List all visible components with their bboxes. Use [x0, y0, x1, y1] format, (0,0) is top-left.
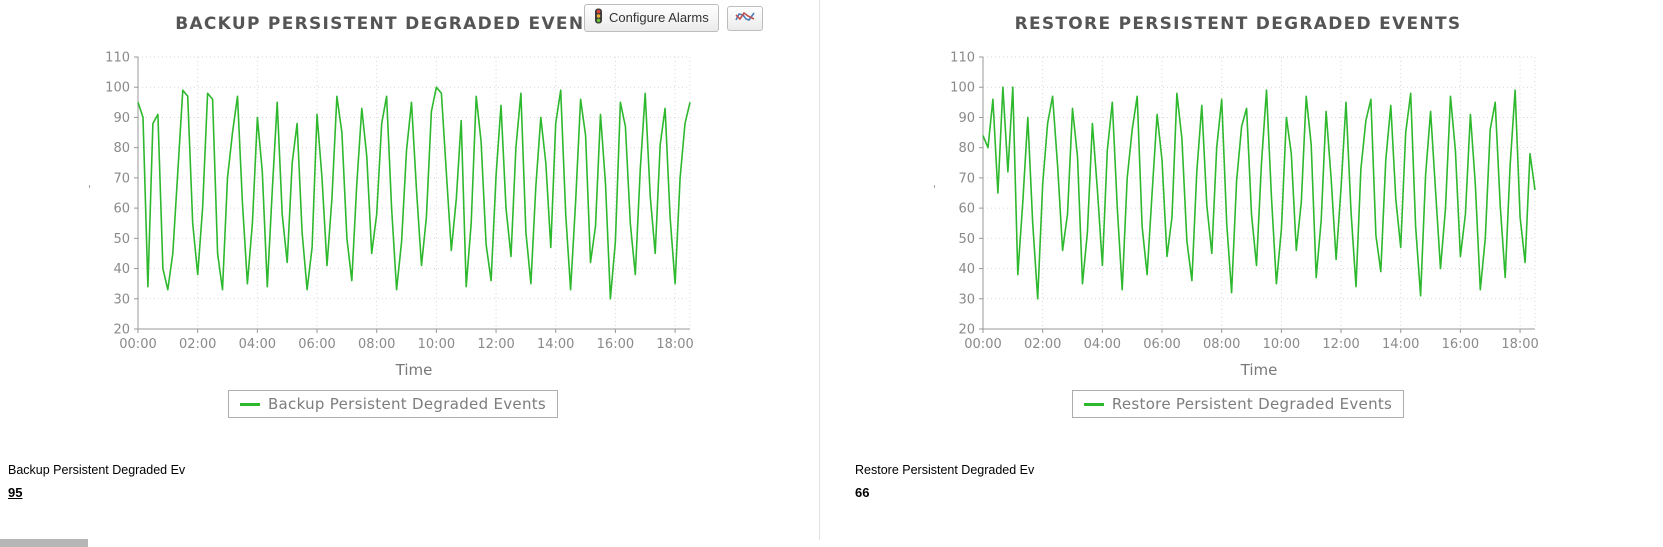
backup-legend-label: Backup Persistent Degraded Events — [267, 395, 547, 413]
backup-footer-label: Backup Persistent Degraded Ev — [8, 463, 186, 477]
svg-text:60: 60 — [113, 202, 130, 217]
svg-text:16:00: 16:00 — [1442, 337, 1479, 352]
svg-text:': ' — [933, 183, 936, 196]
svg-text:60: 60 — [958, 202, 975, 217]
line-chart-icon — [735, 10, 755, 27]
svg-text:100: 100 — [950, 81, 975, 96]
svg-text:50: 50 — [958, 232, 975, 247]
svg-text:Time: Time — [395, 361, 433, 379]
backup-legend-box: Backup Persistent Degraded Events — [227, 390, 559, 418]
restore-events-chart: 20 30 40 50 60 70 80 90 100 110 00:00 02:00 04:00 06:… — [933, 51, 1539, 380]
restore-legend-label: Restore Persistent Degraded Events — [1111, 395, 1393, 413]
svg-text:110: 110 — [950, 51, 975, 66]
svg-text:20: 20 — [113, 323, 130, 338]
svg-text:30: 30 — [113, 292, 130, 307]
legend-line-swatch — [1083, 402, 1104, 406]
restore-footer-label: Restore Persistent Degraded Ev — [855, 463, 1035, 477]
chart-toolbar: Configure Alarms — [584, 4, 763, 32]
svg-text:70: 70 — [113, 171, 130, 186]
svg-text:18:00: 18:00 — [656, 337, 693, 352]
svg-text:14:00: 14:00 — [1382, 337, 1419, 352]
svg-text:': ' — [88, 183, 91, 196]
restore-panel: RESTORE PERSISTENT DEGRADED EVENTS 20 30 4… — [845, 0, 1663, 547]
svg-text:80: 80 — [113, 141, 130, 156]
restore-chart-title: RESTORE PERSISTENT DEGRADED EVENTS — [1014, 14, 1462, 34]
svg-text:70: 70 — [958, 171, 975, 186]
svg-text:18:00: 18:00 — [1501, 337, 1538, 352]
panel-divider — [819, 0, 820, 540]
svg-text:08:00: 08:00 — [358, 337, 395, 352]
svg-text:06:00: 06:00 — [1143, 337, 1180, 352]
svg-text:14:00: 14:00 — [537, 337, 574, 352]
line-chart-icon-graphic — [735, 11, 755, 21]
svg-text:90: 90 — [113, 111, 130, 126]
svg-text:Time: Time — [1240, 361, 1278, 379]
svg-text:12:00: 12:00 — [477, 337, 514, 352]
restore-footer-value[interactable]: 66 — [855, 485, 870, 500]
svg-text:20: 20 — [958, 323, 975, 338]
svg-text:110: 110 — [105, 51, 130, 66]
svg-text:40: 40 — [113, 262, 130, 277]
svg-text:02:00: 02:00 — [1024, 337, 1061, 352]
backup-chart-title: BACKUP PERSISTENT DEGRADED EVENTS — [175, 14, 611, 34]
configure-alarms-label: Configure Alarms — [609, 10, 709, 25]
backup-legend: Backup Persistent Degraded Events — [78, 390, 708, 418]
svg-text:80: 80 — [958, 141, 975, 156]
svg-text:100: 100 — [105, 81, 130, 96]
svg-text:08:00: 08:00 — [1203, 337, 1240, 352]
svg-text:10:00: 10:00 — [418, 337, 455, 352]
backup-panel: BACKUP PERSISTENT DEGRADED EVENTS 20 30 40… — [0, 0, 818, 547]
svg-text:40: 40 — [958, 262, 975, 277]
svg-text:06:00: 06:00 — [298, 337, 335, 352]
svg-text:30: 30 — [958, 292, 975, 307]
svg-text:04:00: 04:00 — [1084, 337, 1121, 352]
svg-text:16:00: 16:00 — [597, 337, 634, 352]
traffic-light-icon — [594, 8, 603, 28]
traffic-light-icon-graphic — [595, 8, 602, 24]
chart-type-button[interactable] — [726, 5, 763, 31]
svg-text:12:00: 12:00 — [1322, 337, 1359, 352]
backup-events-chart: 20 30 40 50 60 70 80 90 100 110 00:00 02:00 04:00 06:… — [88, 51, 694, 380]
legend-line-swatch — [239, 402, 260, 406]
svg-text:04:00: 04:00 — [239, 337, 276, 352]
restore-legend-box: Restore Persistent Degraded Events — [1071, 390, 1405, 418]
svg-text:90: 90 — [958, 111, 975, 126]
svg-text:50: 50 — [113, 232, 130, 247]
svg-text:10:00: 10:00 — [1263, 337, 1300, 352]
backup-footer-value[interactable]: 95 — [8, 485, 23, 500]
svg-text:02:00: 02:00 — [179, 337, 216, 352]
svg-text:00:00: 00:00 — [119, 337, 156, 352]
configure-alarms-button[interactable]: Configure Alarms — [584, 4, 719, 32]
scrollbar-thumb[interactable] — [0, 539, 88, 547]
restore-legend: Restore Persistent Degraded Events — [923, 390, 1553, 418]
svg-text:00:00: 00:00 — [964, 337, 1001, 352]
